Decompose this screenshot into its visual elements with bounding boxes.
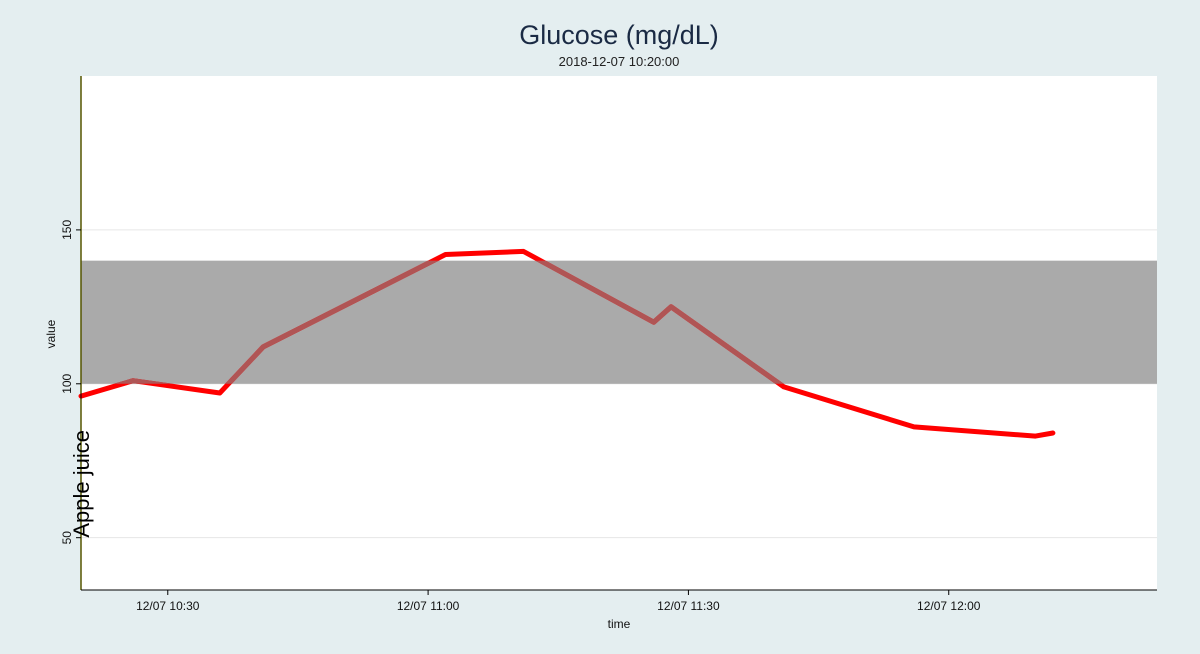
target-range-band-layer — [81, 260, 1157, 384]
x-tick-label-2: 12/07 11:30 — [657, 599, 720, 613]
axes: 50 100 150 12/07 10:30 12/07 11:00 12/07 11:3… — [60, 76, 1157, 613]
x-tick-label-3: 12/07 12:00 — [917, 599, 981, 613]
glucose-line-in-range — [113, 260, 784, 384]
x-tick-label-0: 12/07 10:30 — [136, 599, 200, 613]
y-tick-label-150: 150 — [60, 220, 74, 240]
y-tick-label-50: 50 — [60, 531, 74, 545]
x-tick-label-1: 12/07 11:00 — [397, 599, 460, 613]
chart-title: Glucose (mg/dL) — [519, 20, 719, 50]
series-layer — [78, 248, 1056, 439]
target-range-band — [81, 260, 1157, 384]
y-tick-label-100: 100 — [60, 373, 74, 393]
x-axis-label: time — [608, 617, 631, 631]
y-axis-label: value — [44, 319, 58, 348]
chart-subtitle: 2018-12-07 10:20:00 — [559, 54, 680, 69]
